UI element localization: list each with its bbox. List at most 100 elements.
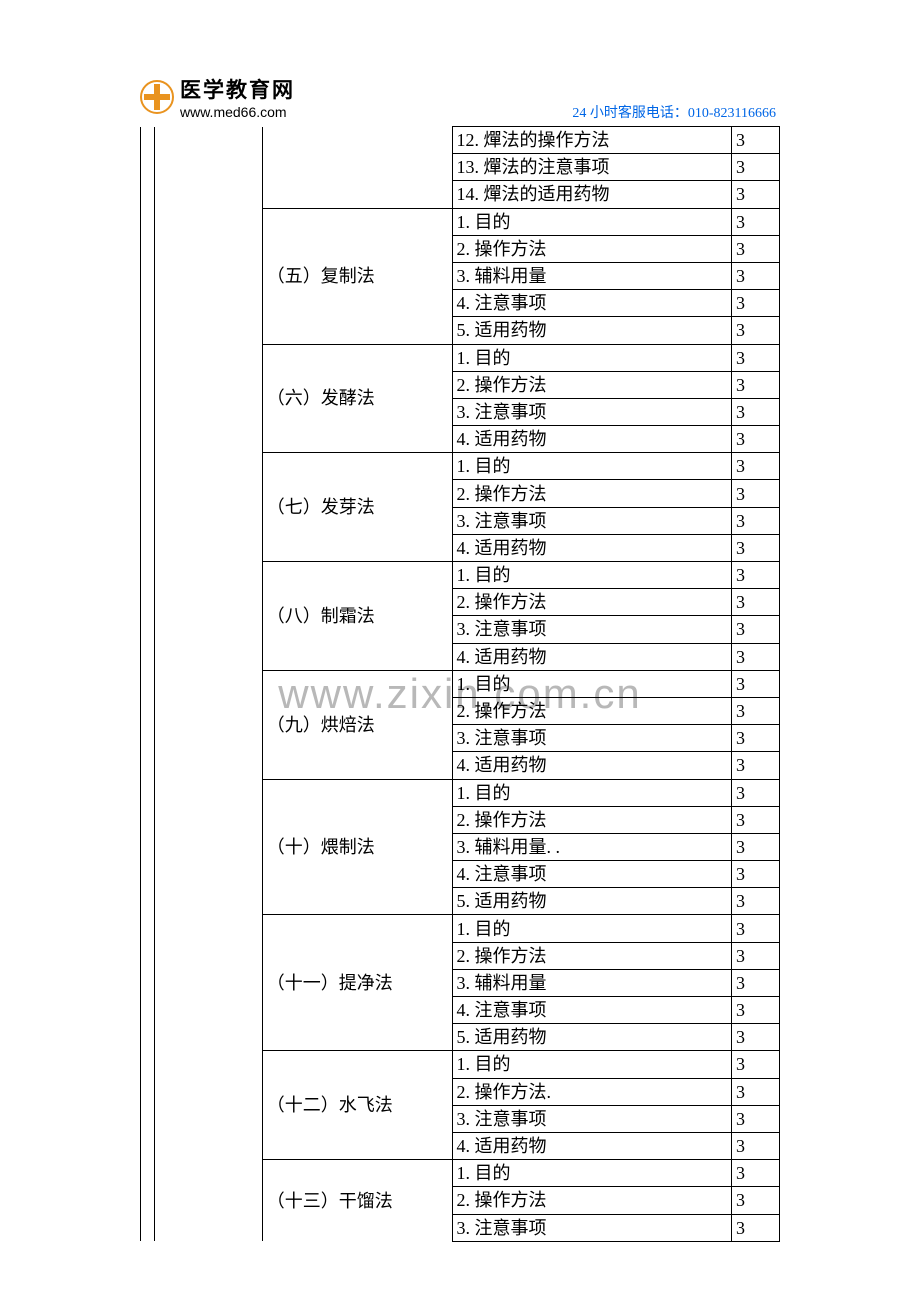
unit-stub-b bbox=[154, 127, 262, 1242]
item-cell: 2. 操作方法 bbox=[452, 942, 732, 969]
item-cell: 3. 辅料用量 bbox=[452, 969, 732, 996]
level-cell: 3 bbox=[732, 1078, 780, 1105]
level-cell: 3 bbox=[732, 969, 780, 996]
method-cell: （十一）提净法 bbox=[262, 915, 452, 1051]
item-cell: 4. 适用药物 bbox=[452, 1132, 732, 1159]
item-cell: 5. 适用药物 bbox=[452, 1024, 732, 1051]
logo-url: www.med66.com bbox=[180, 104, 295, 120]
item-cell: 2. 操作方法 bbox=[452, 235, 732, 262]
syllabus-table: 12. 燀法的操作方法313. 燀法的注意事项314. 燀法的适用药物3（五）复… bbox=[140, 126, 780, 1242]
level-cell: 3 bbox=[732, 235, 780, 262]
item-cell: 12. 燀法的操作方法 bbox=[452, 127, 732, 154]
item-cell: 1. 目的 bbox=[452, 453, 732, 480]
item-cell: 2. 操作方法 bbox=[452, 589, 732, 616]
level-cell: 3 bbox=[732, 534, 780, 561]
item-cell: 4. 适用药物 bbox=[452, 426, 732, 453]
level-cell: 3 bbox=[732, 507, 780, 534]
item-cell: 3. 注意事项 bbox=[452, 1105, 732, 1132]
level-cell: 3 bbox=[732, 697, 780, 724]
item-cell: 2. 操作方法 bbox=[452, 1187, 732, 1214]
item-cell: 1. 目的 bbox=[452, 1051, 732, 1078]
item-cell: 1. 目的 bbox=[452, 779, 732, 806]
level-cell: 3 bbox=[732, 643, 780, 670]
item-cell: 2. 操作方法. bbox=[452, 1078, 732, 1105]
level-cell: 3 bbox=[732, 1214, 780, 1241]
item-cell: 3. 辅料用量 bbox=[452, 262, 732, 289]
method-cell: （九）烘焙法 bbox=[262, 670, 452, 779]
item-cell: 5. 适用药物 bbox=[452, 317, 732, 344]
level-cell: 3 bbox=[732, 371, 780, 398]
method-cell: （五）复制法 bbox=[262, 208, 452, 344]
item-cell: 3. 注意事项 bbox=[452, 398, 732, 425]
level-cell: 3 bbox=[732, 997, 780, 1024]
level-cell: 3 bbox=[732, 1160, 780, 1187]
level-cell: 3 bbox=[732, 426, 780, 453]
level-cell: 3 bbox=[732, 779, 780, 806]
globe-cross-icon bbox=[140, 80, 174, 114]
item-cell: 4. 注意事项 bbox=[452, 290, 732, 317]
level-cell: 3 bbox=[732, 480, 780, 507]
page-header: 医学教育网 www.med66.com 24 小时客服电话：010-823116… bbox=[140, 74, 780, 122]
method-cell: （十）煨制法 bbox=[262, 779, 452, 915]
item-cell: 2. 操作方法 bbox=[452, 806, 732, 833]
level-cell: 3 bbox=[732, 861, 780, 888]
item-cell: 3. 注意事项 bbox=[452, 725, 732, 752]
customer-service-hotline: 24 小时客服电话：010-823116666 bbox=[572, 102, 780, 122]
item-cell: 3. 注意事项 bbox=[452, 1214, 732, 1241]
item-cell: 4. 注意事项 bbox=[452, 997, 732, 1024]
level-cell: 3 bbox=[732, 752, 780, 779]
level-cell: 3 bbox=[732, 616, 780, 643]
level-cell: 3 bbox=[732, 915, 780, 942]
level-cell: 3 bbox=[732, 1024, 780, 1051]
level-cell: 3 bbox=[732, 181, 780, 208]
method-cell: （十三）干馏法 bbox=[262, 1160, 452, 1242]
item-cell: 3. 辅料用量. . bbox=[452, 833, 732, 860]
level-cell: 3 bbox=[732, 806, 780, 833]
item-cell: 3. 注意事项 bbox=[452, 507, 732, 534]
level-cell: 3 bbox=[732, 208, 780, 235]
method-cell: （八）制霜法 bbox=[262, 562, 452, 671]
item-cell: 14. 燀法的适用药物 bbox=[452, 181, 732, 208]
level-cell: 3 bbox=[732, 398, 780, 425]
item-cell: 1. 目的 bbox=[452, 670, 732, 697]
level-cell: 3 bbox=[732, 670, 780, 697]
site-logo: 医学教育网 www.med66.com bbox=[140, 74, 295, 120]
item-cell: 1. 目的 bbox=[452, 562, 732, 589]
item-cell: 2. 操作方法 bbox=[452, 371, 732, 398]
level-cell: 3 bbox=[732, 589, 780, 616]
level-cell: 3 bbox=[732, 942, 780, 969]
method-cell: （七）发芽法 bbox=[262, 453, 452, 562]
method-cell bbox=[262, 127, 452, 209]
level-cell: 3 bbox=[732, 562, 780, 589]
item-cell: 1. 目的 bbox=[452, 915, 732, 942]
level-cell: 3 bbox=[732, 317, 780, 344]
level-cell: 3 bbox=[732, 833, 780, 860]
item-cell: 4. 适用药物 bbox=[452, 534, 732, 561]
level-cell: 3 bbox=[732, 1132, 780, 1159]
item-cell: 3. 注意事项 bbox=[452, 616, 732, 643]
item-cell: 5. 适用药物 bbox=[452, 888, 732, 915]
table-row: 12. 燀法的操作方法3 bbox=[141, 127, 780, 154]
item-cell: 13. 燀法的注意事项 bbox=[452, 154, 732, 181]
item-cell: 4. 适用药物 bbox=[452, 752, 732, 779]
unit-stub-a bbox=[141, 127, 155, 1242]
level-cell: 3 bbox=[732, 725, 780, 752]
level-cell: 3 bbox=[732, 1105, 780, 1132]
item-cell: 4. 适用药物 bbox=[452, 643, 732, 670]
item-cell: 1. 目的 bbox=[452, 1160, 732, 1187]
level-cell: 3 bbox=[732, 262, 780, 289]
level-cell: 3 bbox=[732, 127, 780, 154]
level-cell: 3 bbox=[732, 888, 780, 915]
item-cell: 1. 目的 bbox=[452, 344, 732, 371]
level-cell: 3 bbox=[732, 154, 780, 181]
item-cell: 2. 操作方法 bbox=[452, 480, 732, 507]
level-cell: 3 bbox=[732, 1187, 780, 1214]
level-cell: 3 bbox=[732, 1051, 780, 1078]
method-cell: （六）发酵法 bbox=[262, 344, 452, 453]
level-cell: 3 bbox=[732, 453, 780, 480]
item-cell: 4. 注意事项 bbox=[452, 861, 732, 888]
level-cell: 3 bbox=[732, 344, 780, 371]
item-cell: 1. 目的 bbox=[452, 208, 732, 235]
logo-title: 医学教育网 bbox=[180, 74, 295, 104]
method-cell: （十二）水飞法 bbox=[262, 1051, 452, 1160]
